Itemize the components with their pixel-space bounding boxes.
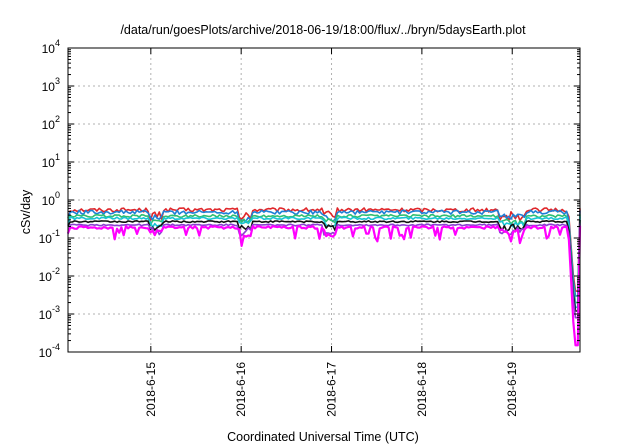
y-tick-label: 10-1 <box>39 228 60 246</box>
axes <box>67 47 581 353</box>
series-line <box>66 225 582 347</box>
x-tick-label: 2018-6-19 <box>505 362 519 417</box>
x-tick-label: 2018-6-17 <box>325 362 339 417</box>
series-group <box>66 207 582 347</box>
x-tick-labels: 2018-6-15 2018-6-16 2018-6-17 2018-6-18 2018… <box>144 362 519 417</box>
y-tick-label: 101 <box>42 152 60 170</box>
series-line <box>67 209 581 297</box>
grid <box>68 48 580 352</box>
x-tick-label: 2018-6-18 <box>415 362 429 417</box>
series-line <box>67 213 581 304</box>
y-tick-label: 10-3 <box>39 304 60 322</box>
y-tick-label: 100 <box>42 190 60 208</box>
y-axis-label: cSv/day <box>19 189 33 234</box>
x-tick-label: 2018-6-15 <box>144 362 158 417</box>
y-tick-label: 102 <box>42 114 60 132</box>
x-tick-label: 2018-6-16 <box>234 362 248 417</box>
y-tick-labels: 10-4 10-3 10-2 10-1 100 101 102 103 104 <box>39 38 60 360</box>
x-axis-label: Coordinated Universal Time (UTC) <box>227 430 419 444</box>
y-tick-label: 10-4 <box>39 342 60 360</box>
series-line <box>67 207 581 292</box>
series-line <box>67 216 581 309</box>
chart-title: /data/run/goesPlots/archive/2018-06-19/1… <box>120 23 526 37</box>
y-tick-label: 104 <box>42 38 60 56</box>
y-tick-label: 103 <box>42 76 60 94</box>
y-tick-label: 10-2 <box>39 266 60 284</box>
plot-frame <box>67 47 581 353</box>
